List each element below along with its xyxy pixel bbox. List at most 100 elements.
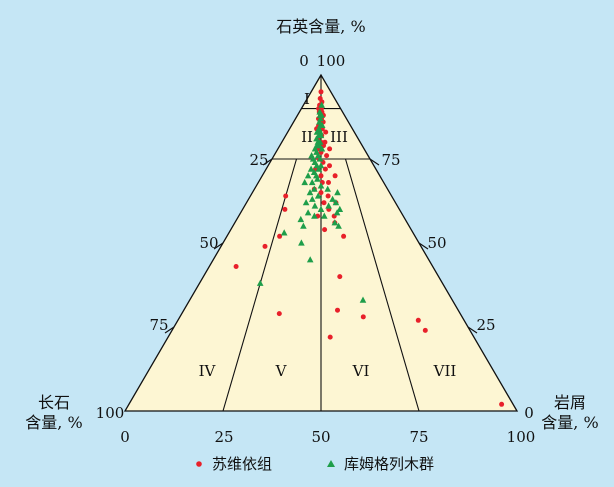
point-kumugeliemu-12 (317, 131, 325, 139)
legend-label-kumugeliemu: 库姆格列木群 (344, 455, 434, 473)
point-kumugeliemu-33 (314, 175, 321, 182)
ray-75 (344, 158, 420, 412)
point-suweiyi-36 (318, 173, 324, 179)
point-suweiyi-54 (335, 307, 340, 313)
right-edge-tickmark-75 (467, 326, 478, 334)
point-kumugeliemu-40 (334, 189, 341, 196)
point-kumugeliemu-29 (315, 165, 323, 172)
legend-marker-kumugeliemu (327, 460, 335, 467)
point-suweiyi-60 (415, 317, 421, 323)
point-kumugeliemu-31 (304, 172, 312, 179)
point-kumugeliemu-61 (256, 279, 264, 286)
point-kumugeliemu-54 (297, 215, 305, 223)
legend-marker-suweiyi (196, 461, 202, 467)
right-edge-tickmark-50 (418, 242, 429, 250)
point-kumugeliemu-49 (336, 205, 344, 212)
point-suweiyi-37 (332, 173, 338, 179)
left-edge-tickmark-75 (164, 326, 175, 334)
point-kumugeliemu-48 (317, 205, 325, 212)
right-edge-tick-25: 25 (476, 316, 495, 334)
top-apex-tick-100: 100 (317, 52, 346, 70)
point-kumugeliemu-62 (359, 296, 367, 303)
bottom-tick-50: 50 (311, 428, 330, 446)
point-suweiyi-55 (276, 311, 282, 317)
point-kumugeliemu-47 (325, 202, 332, 209)
point-kumugeliemu-43 (329, 195, 336, 202)
point-kumugeliemu-53 (321, 212, 328, 219)
point-kumugeliemu-15 (316, 138, 324, 145)
point-suweiyi-0 (318, 89, 324, 95)
point-suweiyi-35 (322, 166, 328, 172)
point-kumugeliemu-41 (314, 192, 322, 199)
field-label-VI: VI (352, 362, 370, 380)
field-label-III: III (330, 128, 348, 146)
point-suweiyi-20 (323, 129, 329, 135)
field-label-V: V (275, 362, 288, 380)
right-edge-tick-50: 50 (427, 234, 446, 252)
point-suweiyi-63 (499, 401, 505, 407)
point-kumugeliemu-60 (306, 256, 314, 263)
point-kumugeliemu-44 (302, 199, 310, 206)
left-axis-title-line2: 含量, % (25, 413, 82, 432)
top-axis-title: 石英含量, % (276, 17, 365, 36)
point-kumugeliemu-0 (318, 101, 325, 108)
point-suweiyi-41 (318, 190, 324, 196)
left-edge-tickmark-25 (262, 158, 273, 166)
top-apex-tick-0: 0 (299, 52, 309, 70)
point-suweiyi-50 (277, 233, 283, 239)
point-kumugeliemu-17 (316, 142, 323, 149)
point-suweiyi-44 (321, 200, 327, 206)
point-kumugeliemu-52 (311, 212, 318, 219)
right-axis-title-line2: 含量, % (541, 413, 598, 432)
point-suweiyi-30 (324, 153, 330, 159)
point-kumugeliemu-38 (324, 185, 331, 192)
point-kumugeliemu-45 (332, 199, 340, 206)
triangle-frame (123, 73, 519, 412)
right-apex-tick-100: 100 (507, 428, 536, 446)
point-kumugeliemu-34 (308, 178, 316, 186)
point-kumugeliemu-36 (317, 182, 325, 189)
point-suweiyi-62 (360, 314, 366, 320)
point-kumugeliemu-42 (309, 195, 316, 202)
point-kumugeliemu-55 (331, 219, 339, 226)
point-suweiyi-33 (327, 163, 332, 169)
left-apex-tick-100: 100 (96, 404, 125, 422)
left-edge-tickmark-50 (213, 242, 224, 250)
field-label-VII: VII (433, 362, 457, 380)
left-edge-tick-75: 75 (149, 316, 168, 334)
point-suweiyi-56 (283, 193, 289, 199)
point-kumugeliemu-28 (307, 165, 315, 172)
field-label-II: II (301, 128, 313, 146)
point-suweiyi-42 (325, 193, 331, 199)
bottom-tick-75: 75 (409, 428, 428, 446)
field-label-IV: IV (199, 362, 217, 380)
point-kumugeliemu-59 (298, 239, 305, 246)
left-axis-title-line1: 长石 (38, 393, 70, 412)
left-edge-tick-25: 25 (249, 151, 268, 169)
legend: 苏维依组 库姆格列木群 (196, 455, 434, 473)
data-points (233, 89, 505, 407)
field-label-I: I (304, 90, 310, 108)
point-suweiyi-51 (262, 243, 268, 249)
point-suweiyi-39 (326, 180, 331, 185)
point-kumugeliemu-58 (280, 229, 288, 236)
point-suweiyi-58 (341, 233, 347, 239)
point-kumugeliemu-19 (318, 145, 326, 152)
bottom-tick-0: 0 (120, 428, 130, 446)
legend-label-suweiyi: 苏维依组 (212, 455, 272, 473)
point-suweiyi-57 (282, 206, 288, 212)
point-suweiyi-59 (327, 334, 333, 340)
point-kumugeliemu-7 (318, 121, 326, 128)
point-kumugeliemu-46 (311, 202, 319, 209)
point-suweiyi-61 (422, 327, 428, 333)
point-kumugeliemu-56 (300, 222, 307, 229)
point-suweiyi-53 (337, 274, 343, 280)
point-suweiyi-49 (322, 227, 328, 233)
bottom-tick-25: 25 (214, 428, 233, 446)
left-edge-tick-50: 50 (199, 234, 218, 252)
point-kumugeliemu-37 (311, 185, 318, 192)
point-suweiyi-52 (233, 264, 239, 269)
right-edge-tickmark-25 (369, 158, 380, 166)
